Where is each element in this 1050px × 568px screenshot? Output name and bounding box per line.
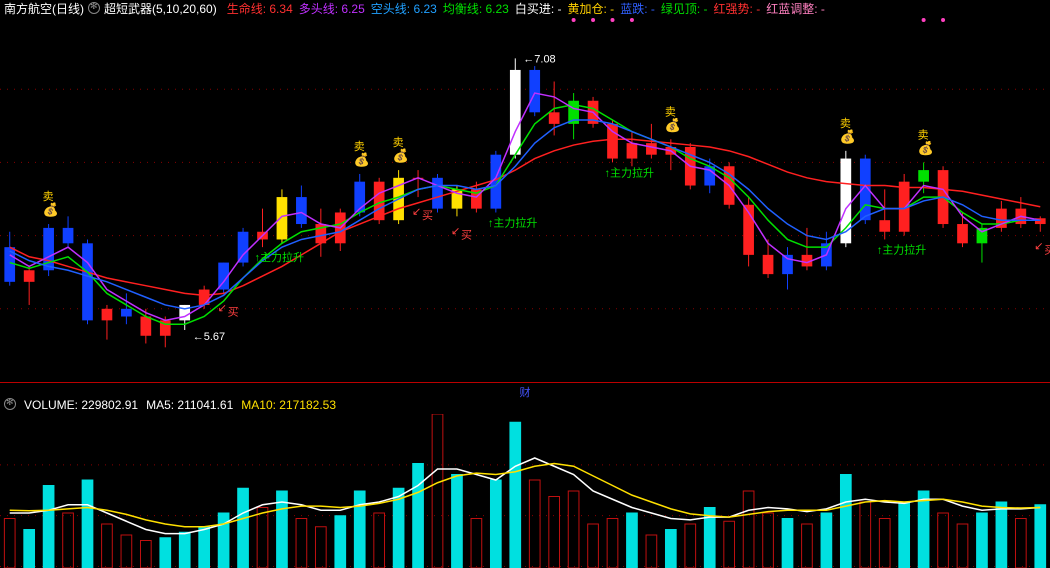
vol-ma10: MA10: 217182.53 bbox=[241, 398, 336, 412]
vol-ma5: MA5: 211041.61 bbox=[146, 398, 233, 412]
volume-chart[interactable] bbox=[0, 414, 1050, 568]
svg-text:💰: 💰 bbox=[393, 148, 409, 164]
indicator-item: 白买进: - bbox=[515, 2, 562, 16]
svg-text:↑主力拉升: ↑主力拉升 bbox=[255, 250, 305, 264]
svg-text:💰: 💰 bbox=[665, 117, 681, 133]
svg-text:←7.08: ←7.08 bbox=[523, 53, 555, 65]
svg-text:买: 买 bbox=[1044, 244, 1050, 257]
svg-text:↑主力拉升: ↑主力拉升 bbox=[877, 242, 927, 256]
volume-header: VOLUME: 229802.91 MA5: 211041.61 MA10: 2… bbox=[4, 398, 336, 412]
indicator-item: 蓝跌: - bbox=[620, 2, 655, 16]
vol-value: VOLUME: 229802.91 bbox=[24, 398, 138, 412]
indicator-item: 生命线: 6.34 bbox=[227, 2, 293, 16]
svg-text:←5.67: ←5.67 bbox=[193, 331, 225, 343]
svg-text:💰: 💰 bbox=[43, 202, 59, 218]
svg-text:↙: ↙ bbox=[218, 302, 227, 314]
svg-text:买: 买 bbox=[228, 305, 239, 318]
gear-icon[interactable] bbox=[4, 398, 16, 410]
cai-label: 财 bbox=[520, 384, 531, 400]
chart-header: 南方航空(日线) 超短武器(5,10,20,60) 生命线: 6.34 多头线: … bbox=[0, 0, 1050, 16]
svg-text:↙: ↙ bbox=[1034, 241, 1043, 253]
svg-text:↑主力拉升: ↑主力拉升 bbox=[488, 215, 538, 229]
gear-icon[interactable] bbox=[88, 2, 100, 14]
svg-text:💰: 💰 bbox=[354, 152, 370, 168]
indicator-item: 绿见顶: - bbox=[661, 2, 708, 16]
svg-text:↑主力拉升: ↑主力拉升 bbox=[605, 165, 655, 179]
svg-text:💰: 💰 bbox=[840, 129, 856, 145]
stock-title: 南方航空(日线) bbox=[4, 0, 84, 17]
indicator-item: 红强势: - bbox=[714, 2, 761, 16]
price-chart[interactable]: ←7.08←5.67卖💰↙买↑主力拉升卖💰卖💰↙买↙买↑主力拉升↑主力拉升卖💰卖… bbox=[0, 16, 1050, 382]
separator bbox=[0, 382, 1050, 383]
indicator-item: 均衡线: 6.23 bbox=[443, 2, 509, 16]
indicator-item: 红蓝调整: - bbox=[766, 2, 825, 16]
svg-text:↙: ↙ bbox=[412, 206, 421, 218]
svg-text:↙: ↙ bbox=[451, 225, 460, 237]
svg-text:买: 买 bbox=[422, 209, 433, 222]
indicator-item: 空头线: 6.23 bbox=[371, 2, 437, 16]
indicator-item: 黄加仓: - bbox=[568, 2, 615, 16]
indicator-item: 多头线: 6.25 bbox=[299, 2, 365, 16]
svg-text:💰: 💰 bbox=[918, 140, 934, 156]
indicator-name: 超短武器(5,10,20,60) bbox=[104, 0, 217, 17]
svg-text:买: 买 bbox=[461, 228, 472, 241]
